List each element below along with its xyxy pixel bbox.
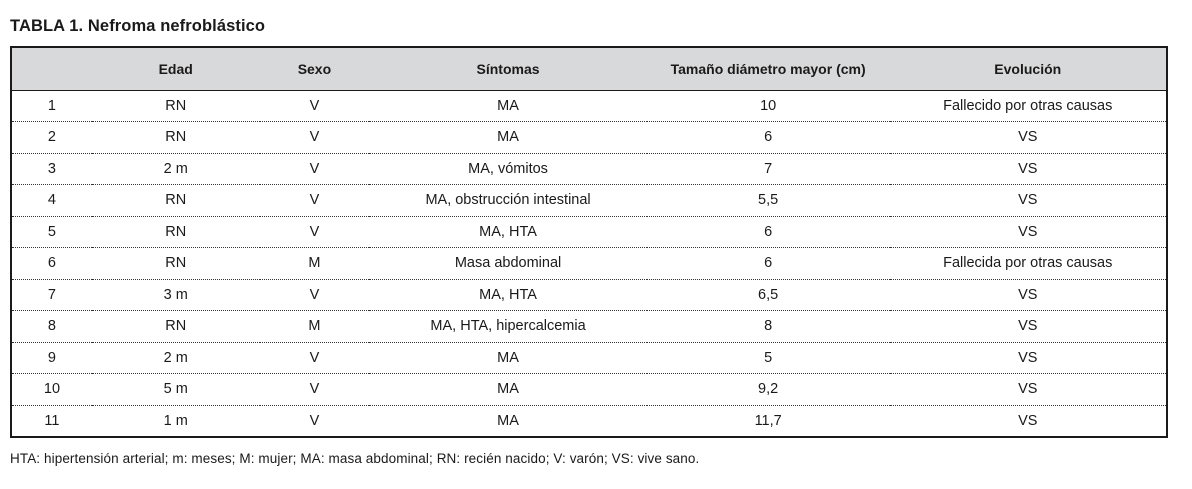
- column-header-edad: Edad: [91, 47, 260, 91]
- header-row: Edad Sexo Síntomas Tamaño diámetro mayor…: [11, 47, 1167, 91]
- cell-sexo: V: [259, 153, 370, 185]
- cell-sintomas: MA: [369, 121, 647, 154]
- cell-edad: RN: [91, 310, 260, 343]
- cell-case: 8: [11, 310, 92, 343]
- cell-edad: RN: [91, 247, 260, 280]
- cell-sexo: V: [309, 412, 320, 429]
- cell-tamano: 7: [646, 153, 890, 185]
- cell-sintomas: MA, vómitos: [369, 153, 647, 185]
- table-row: 5 RN V MA, HTA 6 VS: [11, 216, 1167, 248]
- cell-sexo: V: [259, 373, 370, 406]
- cell-tamano: 6: [646, 216, 890, 248]
- table-row: 2 RN V MA 6 VS: [11, 121, 1167, 154]
- table-title: TABLA 1. Nefroma nefroblástico: [10, 17, 266, 35]
- table-row: 11 1 m V MA 11,7 VS: [11, 405, 1167, 437]
- cell-tamano: 6: [646, 247, 890, 280]
- cell-tamano: 9,2: [646, 373, 890, 406]
- cell-tamano: 5: [646, 342, 890, 374]
- cell-edad: 5 m: [91, 373, 260, 406]
- cell-evolucion: VS: [889, 184, 1167, 217]
- cell-evolucion: Fallecida por otras causas: [889, 247, 1167, 280]
- cell-evolucion: VS: [1018, 412, 1038, 429]
- cell-edad: RN: [91, 216, 260, 248]
- cell-case: 6: [11, 247, 92, 280]
- cell-edad: 2 m: [91, 153, 260, 185]
- cell-sintomas: MA, HTA: [369, 216, 647, 248]
- cell-tamano: 8: [646, 310, 890, 343]
- column-header-sintomas: Síntomas: [369, 47, 647, 91]
- cell-sintomas: MA: [497, 412, 519, 429]
- cell-case: 10: [11, 373, 92, 406]
- cell-sintomas: MA, obstrucción intestinal: [369, 184, 647, 217]
- table-row: 7 3 m V MA, HTA 6,5 VS: [11, 279, 1167, 311]
- cell-tamano: 10: [646, 90, 890, 122]
- cell-sexo: V: [259, 90, 370, 122]
- cell-case: 4: [11, 184, 92, 217]
- cell-evolucion: VS: [889, 121, 1167, 154]
- column-header-sexo: Sexo: [259, 47, 370, 91]
- cell-sintomas: MA, HTA, hipercalcemia: [369, 310, 647, 343]
- cell-edad: RN: [91, 184, 260, 217]
- cell-tamano: 11,7: [754, 412, 782, 429]
- table-row: 1 RN V MA 10 Fallecido por otras causas: [11, 90, 1167, 122]
- footnote: HTA: hipertensión arterial; m: meses; M:…: [10, 450, 700, 466]
- cell-case: 9: [11, 342, 92, 374]
- table-row: 6 RN M Masa abdominal 6 Fallecida por ot…: [11, 247, 1167, 280]
- table-row: 3 2 m V MA, vómitos 7 VS: [11, 153, 1167, 185]
- table-row: 8 RN M MA, HTA, hipercalcemia 8 VS: [11, 310, 1167, 343]
- cell-tamano: 6,5: [646, 279, 890, 311]
- cell-tamano: 5,5: [646, 184, 890, 217]
- cell-sexo: M: [259, 310, 370, 343]
- cell-sexo: M: [259, 247, 370, 280]
- column-header-case: [11, 47, 92, 91]
- cell-sexo: V: [259, 184, 370, 217]
- cell-case: 7: [11, 279, 92, 311]
- cell-sintomas: MA, HTA: [369, 279, 647, 311]
- cell-sintomas: MA: [369, 90, 647, 122]
- cell-sexo: V: [259, 342, 370, 374]
- column-header-tamano: Tamaño diámetro mayor (cm): [646, 47, 890, 91]
- cell-evolucion: VS: [889, 216, 1167, 248]
- cell-case: 1: [11, 90, 92, 122]
- cell-evolucion: VS: [889, 373, 1167, 406]
- table-row: 10 5 m V MA 9,2 VS: [11, 373, 1167, 406]
- cell-case: 2: [11, 121, 92, 154]
- data-table: Edad Sexo Síntomas Tamaño diámetro mayor…: [10, 46, 1168, 438]
- column-header-evolucion: Evolución: [889, 47, 1167, 91]
- cell-evolucion: VS: [889, 153, 1167, 185]
- cell-edad: 1 m: [163, 412, 188, 429]
- cell-edad: RN: [91, 121, 260, 154]
- cell-sintomas: Masa abdominal: [369, 247, 647, 280]
- cell-evolucion: VS: [889, 310, 1167, 343]
- cell-sintomas: MA: [369, 373, 647, 406]
- cell-evolucion: Fallecido por otras causas: [889, 90, 1167, 122]
- cell-sexo: V: [259, 216, 370, 248]
- cell-evolucion: VS: [889, 342, 1167, 374]
- cell-case: 3: [11, 153, 92, 185]
- cell-sintomas: MA: [369, 342, 647, 374]
- cell-sexo: V: [259, 121, 370, 154]
- cell-edad: 2 m: [91, 342, 260, 374]
- cell-case: 5: [11, 216, 92, 248]
- cell-edad: RN: [91, 90, 260, 122]
- table-row: 9 2 m V MA 5 VS: [11, 342, 1167, 374]
- cell-case: 11: [44, 412, 60, 429]
- cell-tamano: 6: [646, 121, 890, 154]
- table-row: 4 RN V MA, obstrucción intestinal 5,5 VS: [11, 184, 1167, 217]
- cell-edad: 3 m: [91, 279, 260, 311]
- cell-evolucion: VS: [889, 279, 1167, 311]
- cell-sexo: V: [259, 279, 370, 311]
